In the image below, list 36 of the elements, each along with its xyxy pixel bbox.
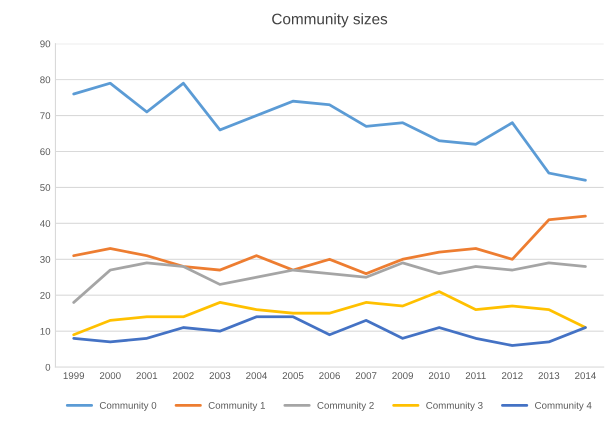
y-tick-label: 80 bbox=[40, 76, 50, 84]
x-tick-label: 2013 bbox=[538, 372, 560, 380]
legend-label: Community 3 bbox=[426, 402, 483, 411]
x-tick-label: 2000 bbox=[100, 372, 121, 380]
line-series bbox=[72, 261, 587, 304]
x-tick-label: 2001 bbox=[136, 372, 158, 380]
line-series bbox=[72, 82, 587, 182]
x-tick-label: 2002 bbox=[173, 372, 194, 380]
legend-label: Community 4 bbox=[535, 402, 592, 411]
x-tick-label: 2012 bbox=[502, 372, 523, 380]
y-tick-label: 20 bbox=[40, 292, 50, 299]
legend-label: Community 0 bbox=[100, 402, 156, 411]
line-series bbox=[72, 315, 587, 347]
legend-label: Community 1 bbox=[208, 402, 265, 411]
x-tick-label: 1999 bbox=[64, 372, 84, 380]
x-tick-label: 2011 bbox=[466, 372, 486, 380]
y-tick-label: 10 bbox=[40, 328, 50, 335]
y-tick-label: 70 bbox=[40, 112, 50, 120]
chart-title: Community sizes bbox=[272, 13, 388, 28]
y-tick-label: 60 bbox=[40, 148, 50, 156]
x-tick-label: 2003 bbox=[210, 372, 230, 380]
x-tick-label: 2014 bbox=[575, 372, 596, 380]
line-series bbox=[72, 214, 587, 276]
y-tick-label: 30 bbox=[40, 256, 50, 263]
x-tick-label: 2006 bbox=[319, 372, 340, 380]
line-series bbox=[72, 290, 587, 336]
y-tick-label: 40 bbox=[40, 220, 50, 227]
x-tick-label: 2004 bbox=[246, 372, 267, 380]
y-tick-label: 50 bbox=[40, 184, 50, 192]
y-tick-label: 0 bbox=[46, 364, 50, 371]
y-tick-label: 90 bbox=[40, 40, 50, 48]
x-tick-label: 2010 bbox=[428, 372, 450, 380]
legend-label: Community 2 bbox=[317, 402, 374, 411]
x-tick-label: 2005 bbox=[282, 372, 304, 380]
x-tick-label: 2007 bbox=[356, 372, 376, 380]
x-tick-label: 2009 bbox=[392, 372, 414, 380]
